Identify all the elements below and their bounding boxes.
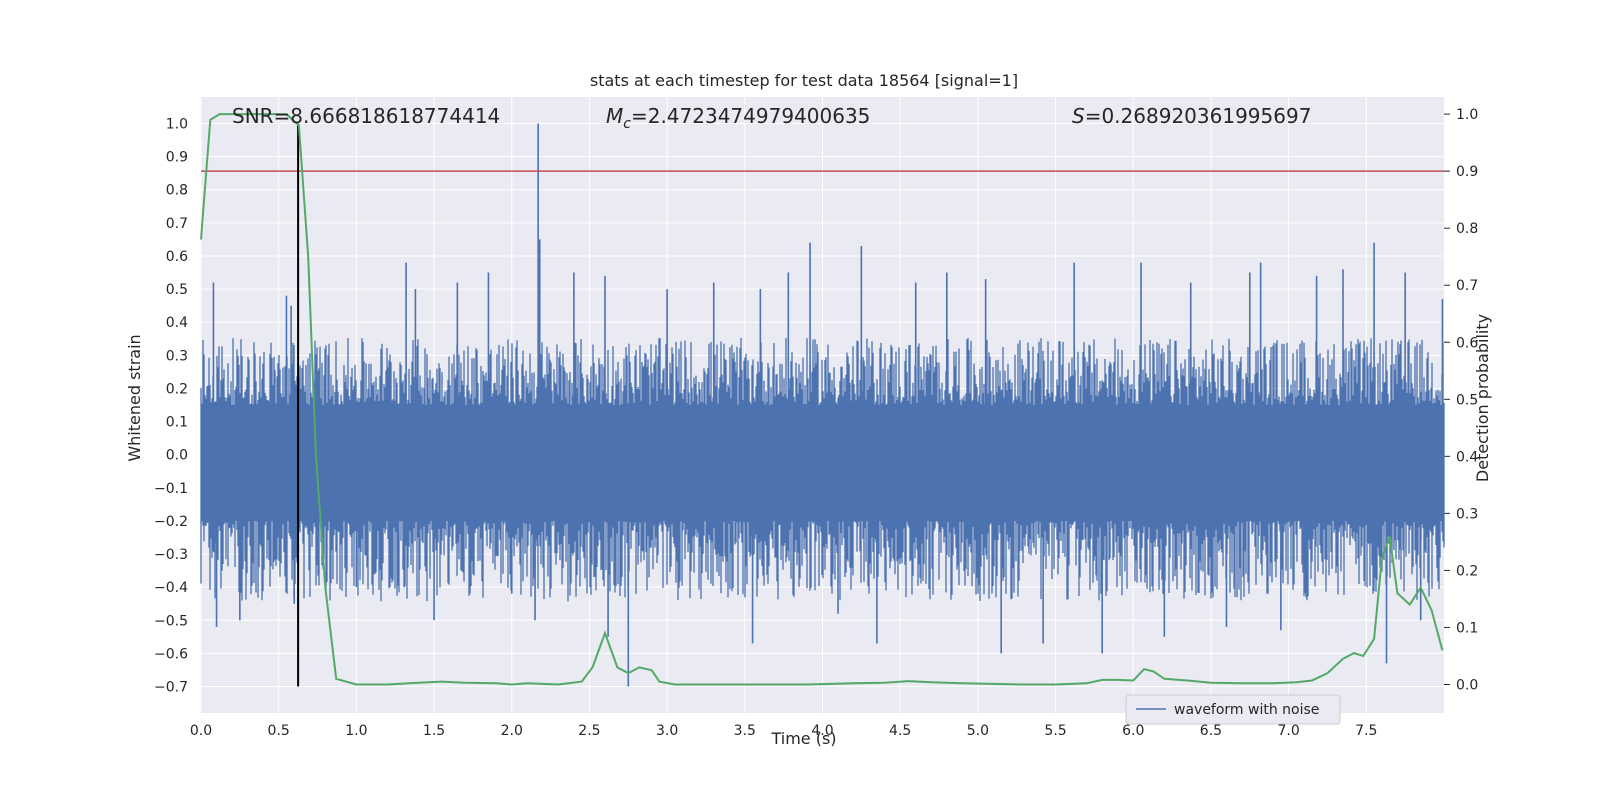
- right-axis-label: Detection probability: [1473, 314, 1492, 482]
- chirp-mass-subscript: c: [623, 116, 631, 132]
- chart-title: stats at each timestep for test data 185…: [590, 71, 1018, 90]
- left-tick-label: 0.2: [166, 381, 188, 397]
- left-axis: 1.0 0.9 0.8 0.7 0.6 0.5 0.4 0.3 0.2 0.1 0.0 −0.1 −0.…: [154, 116, 188, 695]
- chirp-mass-symbol: M: [606, 104, 623, 128]
- waveform-series: [200, 123, 1445, 687]
- right-tick-label: 0.9: [1456, 164, 1478, 180]
- left-tick-label: 0.5: [166, 282, 188, 298]
- left-tick-label: 0.7: [166, 216, 188, 232]
- x-tick-label: 7.0: [1277, 723, 1299, 739]
- legend-label: waveform with noise: [1174, 702, 1319, 718]
- chirp-mass-annotation: Mc=2.4723474979400635: [606, 104, 870, 132]
- left-tick-label: 0.0: [166, 448, 188, 464]
- x-axis: 0.0 0.5 1.0 1.5 2.0 2.5 3.0 3.5 4.0 4.5 5.0 5.5 6.0 6…: [190, 723, 1378, 739]
- x-tick-label: 7.5: [1355, 723, 1377, 739]
- right-tick-label: 0.5: [1456, 392, 1478, 408]
- left-tick-label: −0.5: [154, 613, 188, 629]
- left-tick-label: 1.0: [166, 116, 188, 132]
- s-annotation: S=0.268920361995697: [1072, 104, 1311, 128]
- left-tick-label: 0.4: [166, 315, 188, 331]
- left-tick-label: 0.1: [166, 415, 188, 431]
- left-tick-label: 0.9: [166, 150, 188, 166]
- legend-box: [1125, 694, 1341, 725]
- x-tick-label: 2.0: [501, 723, 523, 739]
- x-tick-label: 4.0: [811, 723, 833, 739]
- x-tick-label: 0.0: [190, 723, 212, 739]
- left-tick-label: 0.8: [166, 183, 188, 199]
- x-tick-label: 6.5: [1200, 723, 1222, 739]
- x-tick-label: 1.0: [345, 723, 367, 739]
- x-tick-label: 0.5: [268, 723, 290, 739]
- s-value: =0.268920361995697: [1085, 104, 1312, 128]
- right-tick-label: 0.3: [1456, 506, 1478, 522]
- left-tick-label: −0.2: [154, 514, 188, 530]
- right-tick-label: 0.8: [1456, 221, 1478, 237]
- left-tick-label: 0.3: [166, 348, 188, 364]
- right-tick-label: 0.7: [1456, 278, 1478, 294]
- x-tick-label: 5.0: [967, 723, 989, 739]
- right-tick-label: 0.4: [1456, 449, 1478, 465]
- x-tick-label: 3.5: [734, 723, 756, 739]
- waveform-core-band: [201, 405, 1444, 521]
- left-tick-label: 0.6: [166, 249, 188, 265]
- chirp-mass-value: =2.4723474979400635: [631, 104, 870, 128]
- x-tick-label: 1.5: [423, 723, 445, 739]
- x-tick-label: 2.5: [578, 723, 600, 739]
- s-symbol: S: [1072, 104, 1085, 128]
- left-tick-label: −0.4: [154, 580, 188, 596]
- right-tick-label: 1.0: [1456, 107, 1478, 123]
- legend: waveform with noise: [1125, 694, 1341, 725]
- x-tick-label: 5.5: [1044, 723, 1066, 739]
- left-tick-label: −0.6: [154, 646, 188, 662]
- right-tick-label: 0.1: [1456, 620, 1478, 636]
- x-tick-label: 6.0: [1122, 723, 1144, 739]
- right-tick-label: 0.6: [1456, 335, 1478, 351]
- detection-probability-line: [200, 113, 1444, 686]
- right-tick-label: 0.2: [1456, 563, 1478, 579]
- left-tick-label: −0.1: [154, 481, 188, 497]
- left-tick-label: −0.7: [154, 680, 188, 696]
- x-axis-label: Time (s): [770, 729, 836, 748]
- x-tick-label: 3.0: [656, 723, 678, 739]
- right-tick-label: 0.0: [1456, 677, 1478, 693]
- left-tick-label: −0.3: [154, 547, 188, 563]
- snr-annotation: SNR=8.666818618774414: [232, 104, 500, 128]
- right-axis: 1.0 0.9 0.8 0.7 0.6 0.5 0.4 0.3 0.2 0.1 0.0: [1444, 107, 1478, 693]
- x-tick-label: 4.5: [889, 723, 911, 739]
- left-axis-label: Whitened strain: [125, 334, 144, 461]
